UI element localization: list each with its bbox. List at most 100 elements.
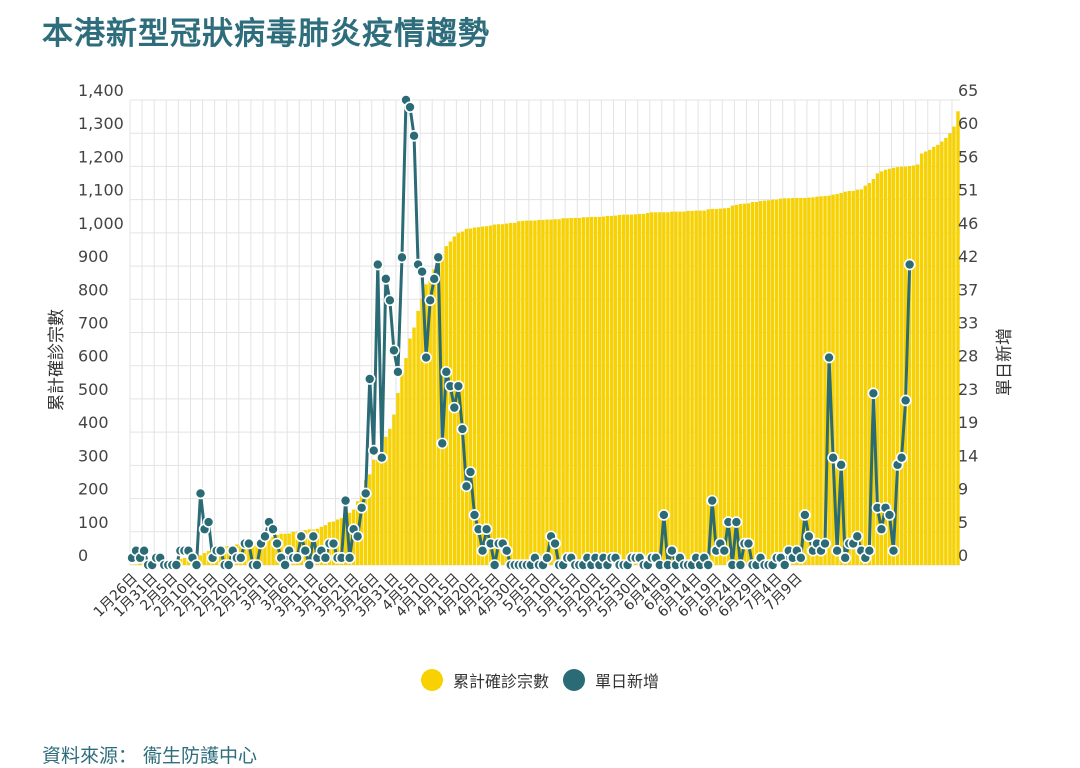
cumulative-bar (723, 208, 726, 565)
daily-point (328, 539, 338, 549)
daily-point (357, 503, 367, 513)
daily-point (320, 553, 330, 563)
daily-point (461, 481, 471, 491)
daily-point (353, 531, 363, 541)
cumulative-bar (501, 224, 504, 565)
cumulative-bar (509, 223, 512, 565)
cumulative-bar (626, 215, 629, 565)
cumulative-bar (578, 218, 581, 565)
daily-point (341, 496, 351, 506)
cumulative-bar (682, 212, 685, 565)
cumulative-bar (545, 220, 548, 565)
cumulative-bar (630, 215, 633, 565)
daily-point (780, 560, 790, 570)
legend-label-cumulative: 累計確診宗數 (453, 668, 549, 692)
daily-point (800, 510, 810, 520)
daily-point (868, 388, 878, 398)
cumulative-bar (674, 212, 677, 565)
cumulative-bar (936, 145, 939, 565)
source-note: 資料來源： 衞生防護中心 (42, 741, 257, 768)
daily-point (260, 531, 270, 541)
daily-point (377, 453, 387, 463)
cumulative-bar (594, 217, 597, 565)
cumulative-bar (489, 226, 492, 565)
cumulative-bar (267, 538, 270, 565)
daily-point (373, 260, 383, 270)
daily-point (905, 260, 915, 270)
daily-point (542, 553, 552, 563)
daily-point (409, 131, 419, 141)
cumulative-bar (529, 221, 532, 565)
cumulative-bar (650, 212, 653, 565)
daily-point (731, 517, 741, 527)
daily-point (304, 560, 314, 570)
cumulative-bar (775, 200, 778, 565)
x-axis-ticks: 1月26日1月31日2月5日2月10日2月15日2月20日2月25日3月1日3月… (91, 571, 806, 621)
cumulative-bar (787, 198, 790, 565)
daily-point (365, 374, 375, 384)
legend-item-cumulative[interactable]: 累計確診宗數 (421, 668, 549, 692)
legend-label-daily: 單日新增 (595, 668, 659, 692)
daily-point (268, 524, 278, 534)
cumulative-bar (598, 217, 601, 565)
daily-point (441, 367, 451, 377)
cumulative-bar (368, 474, 371, 565)
legend-swatch-daily (563, 669, 585, 691)
cumulative-bar (819, 196, 822, 565)
daily-point (852, 531, 862, 541)
daily-point (433, 252, 443, 262)
right-tick-label: 46 (958, 214, 978, 233)
left-tick-label: 800 (78, 280, 109, 299)
daily-point (719, 546, 729, 556)
daily-point (369, 446, 379, 456)
daily-point (743, 539, 753, 549)
cumulative-bar (920, 153, 923, 565)
daily-point (901, 395, 911, 405)
right-tick-label: 42 (958, 247, 978, 266)
cumulative-bar (505, 224, 508, 565)
cumulative-bar (783, 198, 786, 565)
daily-point (224, 560, 234, 570)
daily-point (361, 488, 371, 498)
cumulative-bar (569, 218, 572, 565)
daily-point (405, 102, 415, 112)
cumulative-bar (698, 211, 701, 565)
daily-point (482, 524, 492, 534)
cumulative-bar (372, 460, 375, 565)
cumulative-bar (517, 221, 520, 565)
left-tick-label: 1,000 (78, 214, 124, 233)
cumulative-bar (815, 197, 818, 565)
cumulative-bar (928, 150, 931, 565)
cumulative-bar (380, 446, 383, 565)
daily-point (385, 295, 395, 305)
right-tick-label: 14 (958, 446, 978, 465)
cumulative-bar (811, 197, 814, 565)
daily-point (381, 274, 391, 284)
right-tick-label: 51 (958, 181, 978, 200)
right-tick-label: 65 (958, 81, 978, 100)
cumulative-bar (586, 217, 589, 565)
left-tick-label: 1,200 (78, 147, 124, 166)
cumulative-bar (678, 212, 681, 565)
cumulative-bar (602, 217, 605, 565)
daily-point (824, 353, 834, 363)
cumulative-bar (690, 211, 693, 565)
daily-point (832, 546, 842, 556)
cumulative-bar (847, 191, 850, 565)
cumulative-bar (513, 223, 516, 565)
daily-point (300, 546, 310, 556)
cumulative-bar (763, 201, 766, 565)
cumulative-bar (557, 219, 560, 565)
right-tick-label: 9 (958, 480, 968, 499)
chart-svg: 01002003004005006007008009001,0001,1001,… (0, 0, 1080, 660)
daily-point (196, 488, 206, 498)
cumulative-bar (755, 202, 758, 565)
cumulative-bar (203, 553, 206, 565)
daily-point (204, 517, 214, 527)
cumulative-bar (759, 201, 762, 565)
cumulative-bar (638, 214, 641, 565)
right-tick-label: 60 (958, 114, 978, 133)
legend-item-daily[interactable]: 單日新增 (563, 668, 659, 692)
cumulative-bar (739, 204, 742, 565)
